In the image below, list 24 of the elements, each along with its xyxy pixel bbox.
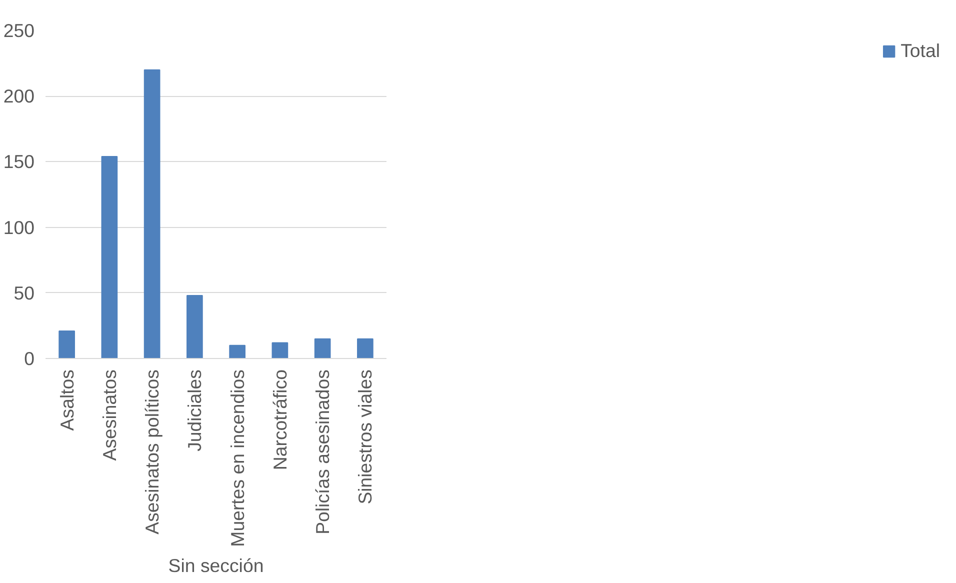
- y-tick-label: 50: [14, 282, 35, 304]
- x-tick-label: Muertes en incendios: [226, 369, 248, 547]
- x-tick-label: Judiciales: [184, 370, 206, 452]
- x-tick-label: Siniestros viales: [354, 369, 376, 504]
- bar: [314, 338, 331, 358]
- bar: [229, 344, 246, 358]
- bar: [272, 342, 288, 358]
- x-tick-label: Narcotráfico: [269, 369, 290, 470]
- bar: [357, 338, 374, 358]
- x-tick-label: Policías asesinados: [312, 369, 334, 534]
- y-tick-label: 100: [3, 216, 35, 238]
- y-tick-label: 0: [24, 348, 35, 369]
- x-tick-label: Asesinatos: [98, 369, 120, 461]
- bar: [186, 295, 203, 358]
- bar: [58, 330, 75, 358]
- y-tick-label: 150: [3, 151, 35, 172]
- bar: [144, 69, 160, 358]
- x-axis-title: Sin sección: [168, 554, 264, 576]
- x-tick-label: Asesinatos políticos: [142, 369, 163, 534]
- y-tick-label: 250: [3, 20, 35, 41]
- x-tick-label: Asaltos: [56, 369, 78, 431]
- bar: [101, 156, 118, 358]
- legend-label: Total: [900, 40, 940, 62]
- y-tick-label: 200: [3, 86, 35, 107]
